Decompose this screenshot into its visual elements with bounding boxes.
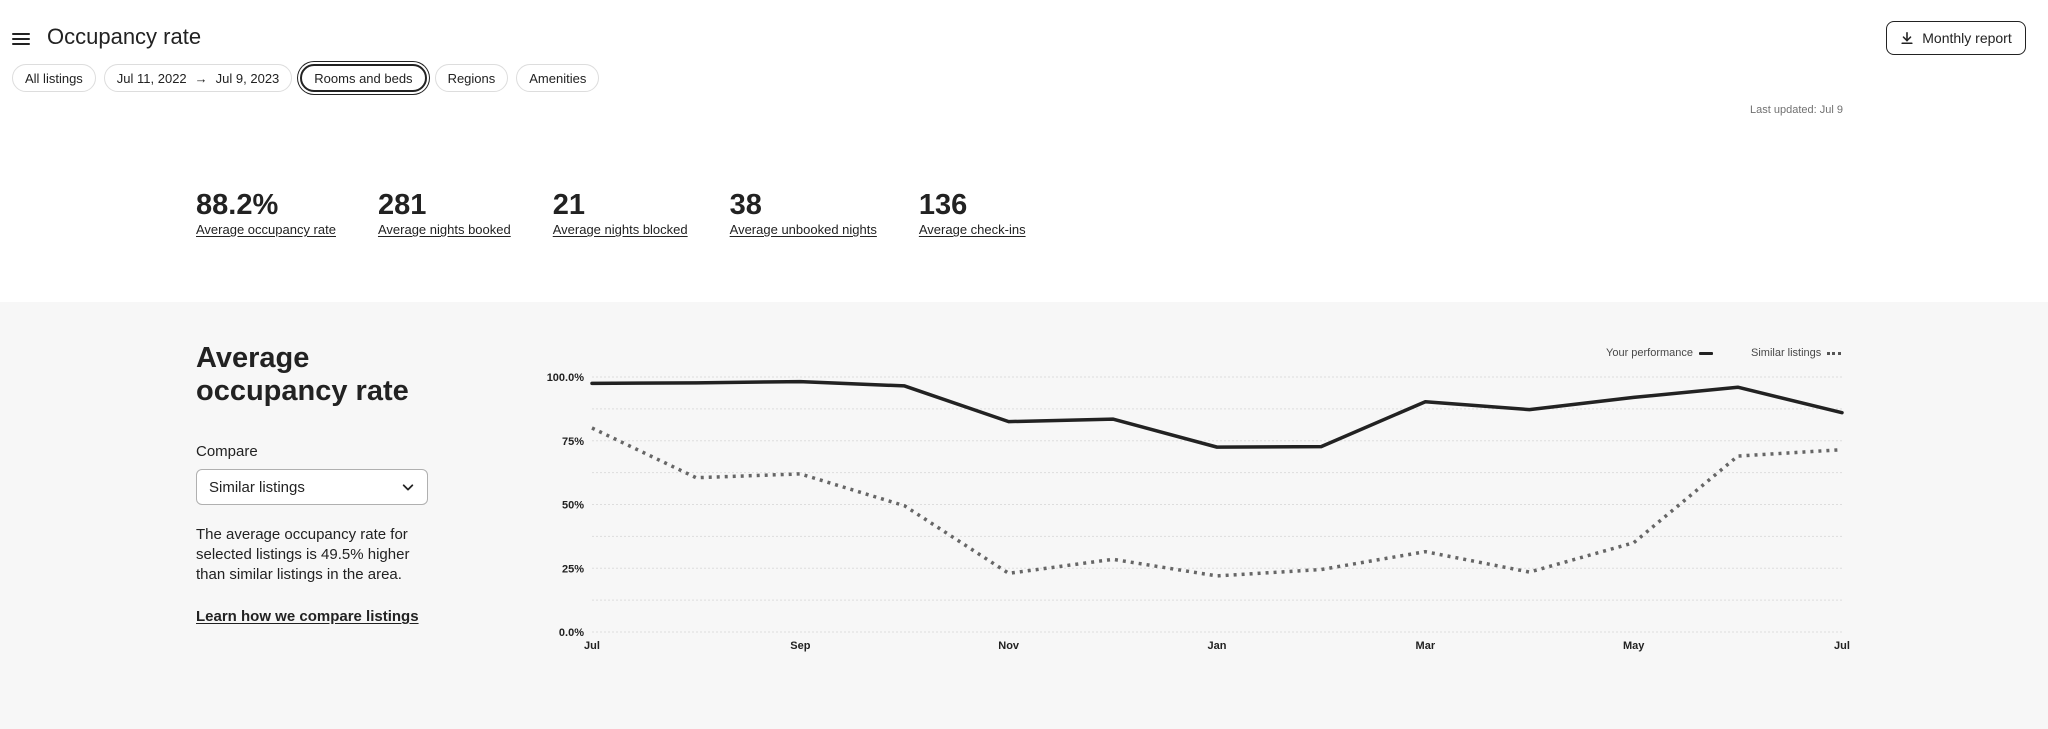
section-title: Average occupancy rate	[196, 342, 409, 407]
monthly-report-button[interactable]: Monthly report	[1886, 21, 2026, 55]
x-tick-label: Jul	[1834, 640, 1850, 652]
stat-label-link[interactable]: Average nights booked	[377, 222, 511, 237]
x-tick-label: Jul	[584, 640, 600, 652]
legend-similar-listings: Similar listings	[1751, 347, 1842, 359]
x-tick-label: Nov	[998, 640, 1020, 652]
compare-description: The average occupancy rate for selected …	[196, 526, 410, 583]
regions-label: Regions	[447, 70, 496, 86]
rooms-and-beds-filter[interactable]: Rooms and beds	[300, 64, 427, 92]
x-tick-label: Mar	[1416, 640, 1436, 652]
stats-row: 88.2% Average occupancy rate 281 Average…	[196, 188, 1068, 237]
top-section: Occupancy rate Monthly report All listin…	[0, 0, 2048, 302]
stat-nights-booked: 281 Average nights booked	[378, 188, 511, 237]
filter-bar: All listings Jul 11, 2022 → Jul 9, 2023 …	[12, 64, 600, 92]
stat-label-link[interactable]: Average unbooked nights	[729, 222, 877, 237]
regions-filter[interactable]: Regions	[434, 64, 509, 92]
hamburger-menu-icon[interactable]	[12, 30, 30, 48]
stat-value: 88.2%	[196, 189, 279, 221]
arrow-right-icon: →	[194, 70, 208, 86]
y-tick-label: 100.0%	[547, 372, 585, 384]
amenities-label: Amenities	[529, 70, 587, 86]
compare-selected-value: Similar listings	[209, 478, 305, 496]
all-listings-filter[interactable]: All listings	[12, 64, 96, 92]
your-performance-line	[590, 379, 1844, 449]
compare-label: Compare	[196, 443, 258, 460]
stat-value: 136	[918, 189, 968, 221]
legend-label: Your performance	[1606, 347, 1694, 359]
stat-value: 38	[729, 189, 762, 221]
last-updated-text: Last updated: Jul 9	[1750, 104, 1843, 116]
y-tick-label: 50%	[562, 500, 584, 512]
legend-label: Similar listings	[1751, 347, 1822, 359]
compare-dropdown[interactable]: Similar listings	[196, 469, 428, 505]
stat-label-link[interactable]: Average check-ins	[918, 222, 1026, 237]
stat-nights-blocked: 21 Average nights blocked	[553, 188, 688, 237]
y-tick-label: 0.0%	[559, 627, 584, 639]
x-tick-label: Jan	[1208, 640, 1227, 652]
stat-occupancy: 88.2% Average occupancy rate	[196, 188, 336, 237]
all-listings-label: All listings	[25, 70, 83, 86]
x-tick-label: Sep	[790, 640, 810, 652]
legend-your-performance: Your performance	[1606, 347, 1714, 359]
similar-listings-line	[591, 426, 1843, 578]
page-title: Occupancy rate	[47, 24, 202, 49]
y-tick-label: 25%	[562, 563, 584, 575]
y-tick-label: 75%	[562, 436, 584, 448]
stat-value: 281	[377, 189, 427, 221]
rooms-and-beds-label: Rooms and beds	[314, 70, 413, 86]
dotted-line-swatch	[1827, 351, 1842, 355]
x-tick-label: May	[1623, 640, 1645, 652]
stat-label-link[interactable]: Average nights blocked	[552, 222, 688, 237]
learn-compare-link[interactable]: Learn how we compare listings	[196, 608, 419, 625]
date-start: Jul 11, 2022	[116, 70, 187, 86]
date-end: Jul 9, 2023	[215, 70, 280, 86]
stat-label-link[interactable]: Average occupancy rate	[196, 222, 336, 237]
stat-value: 21	[552, 189, 585, 221]
monthly-report-label: Monthly report	[1922, 30, 2012, 46]
occupancy-line-chart: 100.0%75%50%25%0.0%Jul Sep Nov Jan Mar May Jul	[547, 372, 1850, 652]
stat-unbooked-nights: 38 Average unbooked nights	[730, 188, 877, 237]
solid-line-swatch	[1699, 351, 1714, 355]
chevron-down-icon	[402, 484, 414, 491]
chart-section	[0, 302, 2048, 729]
download-icon	[1901, 31, 1913, 45]
stat-check-ins: 136 Average check-ins	[919, 188, 1026, 237]
date-range-filter[interactable]: Jul 11, 2022 → Jul 9, 2023	[103, 64, 293, 92]
amenities-filter[interactable]: Amenities	[516, 64, 600, 92]
